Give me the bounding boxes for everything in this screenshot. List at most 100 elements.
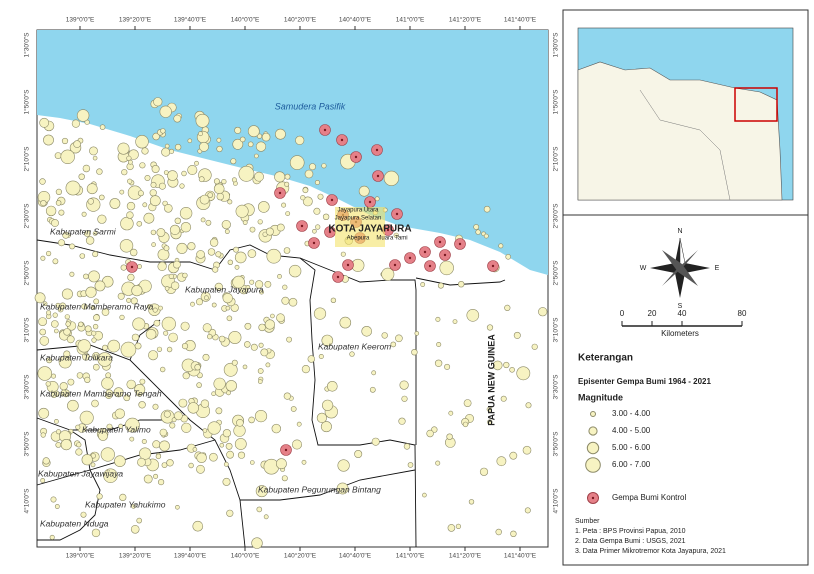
lat-label: 3°50'0"S bbox=[23, 431, 31, 457]
epicenter bbox=[66, 335, 75, 344]
epicenter bbox=[321, 163, 327, 169]
epicenter bbox=[233, 246, 239, 253]
epicenter bbox=[215, 407, 223, 415]
lon-label: 139°40'0"E bbox=[174, 16, 207, 24]
control-dot bbox=[340, 138, 344, 142]
regency-label: Kabupaten Mamberamo Raya bbox=[40, 301, 154, 311]
epicenter bbox=[58, 209, 65, 216]
epicenter bbox=[168, 332, 178, 343]
epicenter bbox=[296, 421, 302, 427]
epicenter bbox=[152, 307, 158, 313]
epicenter bbox=[509, 366, 515, 373]
source-title: Sumber bbox=[575, 518, 600, 525]
epicenter bbox=[76, 442, 82, 448]
epicenter bbox=[307, 355, 315, 363]
epicenter bbox=[495, 528, 502, 536]
epicenter bbox=[152, 132, 160, 141]
control-dot bbox=[395, 212, 399, 216]
epicenter bbox=[39, 336, 50, 346]
epicenter bbox=[458, 281, 465, 288]
epicenter bbox=[143, 474, 153, 484]
epicenter bbox=[290, 406, 297, 412]
epicenter bbox=[337, 459, 350, 472]
epicenter bbox=[49, 534, 55, 540]
control-dot bbox=[376, 174, 380, 178]
epicenter bbox=[505, 253, 512, 260]
epicenter bbox=[175, 504, 180, 510]
epicenter bbox=[211, 302, 217, 308]
epicenter bbox=[83, 273, 89, 280]
epicenter bbox=[492, 360, 503, 371]
epicenter bbox=[498, 243, 504, 249]
epicenter bbox=[236, 418, 244, 427]
epicenter bbox=[87, 198, 95, 205]
epicenter bbox=[53, 328, 59, 334]
control-dot bbox=[458, 242, 462, 246]
epicenter bbox=[163, 410, 171, 418]
district-label: Abepura bbox=[347, 236, 370, 242]
epicenter bbox=[120, 341, 137, 358]
epicenter bbox=[257, 368, 264, 374]
epicenter bbox=[127, 159, 133, 165]
epicenter bbox=[509, 451, 518, 460]
epicenter bbox=[315, 224, 321, 230]
epicenter bbox=[40, 478, 46, 483]
legend-subtitle: Episenter Gempa Bumi 1964 - 2021 bbox=[578, 377, 712, 386]
epicenter bbox=[264, 319, 276, 330]
district-label: Jayapura Utara bbox=[337, 208, 379, 214]
epicenter bbox=[120, 264, 127, 271]
epicenter bbox=[245, 284, 251, 290]
epicenter bbox=[75, 448, 83, 456]
epicenter bbox=[60, 439, 72, 451]
lat-label: 2°30'0"S bbox=[552, 203, 560, 229]
lat-label: 1°30'0"S bbox=[552, 32, 560, 58]
epicenter bbox=[172, 260, 181, 269]
epicenter bbox=[263, 514, 269, 520]
epicenter bbox=[302, 187, 309, 194]
epicenter bbox=[119, 493, 127, 502]
epicenter bbox=[227, 259, 234, 265]
regency-label: Kabupaten Keerom bbox=[318, 341, 391, 351]
epicenter bbox=[304, 169, 314, 179]
epicenter bbox=[276, 223, 285, 232]
epicenter bbox=[107, 339, 121, 353]
epicenter bbox=[271, 423, 281, 434]
epicenter bbox=[257, 219, 263, 225]
epicenter bbox=[153, 97, 163, 107]
control-dot bbox=[284, 448, 288, 452]
epicenter bbox=[414, 331, 420, 336]
epicenter bbox=[330, 297, 337, 303]
lat-label: 3°30'0"S bbox=[552, 374, 560, 400]
epicenter bbox=[500, 395, 507, 402]
regency-label: Kabupaten Sarmi bbox=[50, 226, 117, 236]
epicenter bbox=[103, 468, 118, 483]
epicenter bbox=[199, 194, 210, 205]
epicenter bbox=[196, 298, 204, 306]
epicenter bbox=[222, 293, 233, 304]
epicenter bbox=[158, 305, 163, 311]
epicenter bbox=[222, 429, 231, 438]
epicenter bbox=[196, 452, 207, 463]
epicenter bbox=[40, 432, 46, 438]
epicenter bbox=[283, 247, 291, 254]
epicenter bbox=[130, 524, 140, 534]
epicenter bbox=[234, 438, 247, 450]
epicenter bbox=[288, 264, 302, 278]
epicenter bbox=[281, 202, 287, 208]
control-dot bbox=[386, 228, 390, 232]
control-dot bbox=[330, 198, 334, 202]
epicenter bbox=[196, 250, 205, 259]
epicenter bbox=[265, 362, 271, 368]
epicenter bbox=[538, 307, 548, 317]
boundary bbox=[36, 344, 246, 548]
epicenter bbox=[77, 339, 91, 353]
epicenter bbox=[205, 219, 212, 226]
epicenter bbox=[234, 251, 247, 264]
lon-label: 139°40'0"E bbox=[174, 552, 207, 560]
epicenter bbox=[274, 171, 286, 183]
epicenter bbox=[169, 422, 176, 429]
epicenter bbox=[149, 195, 161, 207]
epicenter bbox=[144, 175, 151, 182]
epicenter bbox=[313, 207, 321, 215]
